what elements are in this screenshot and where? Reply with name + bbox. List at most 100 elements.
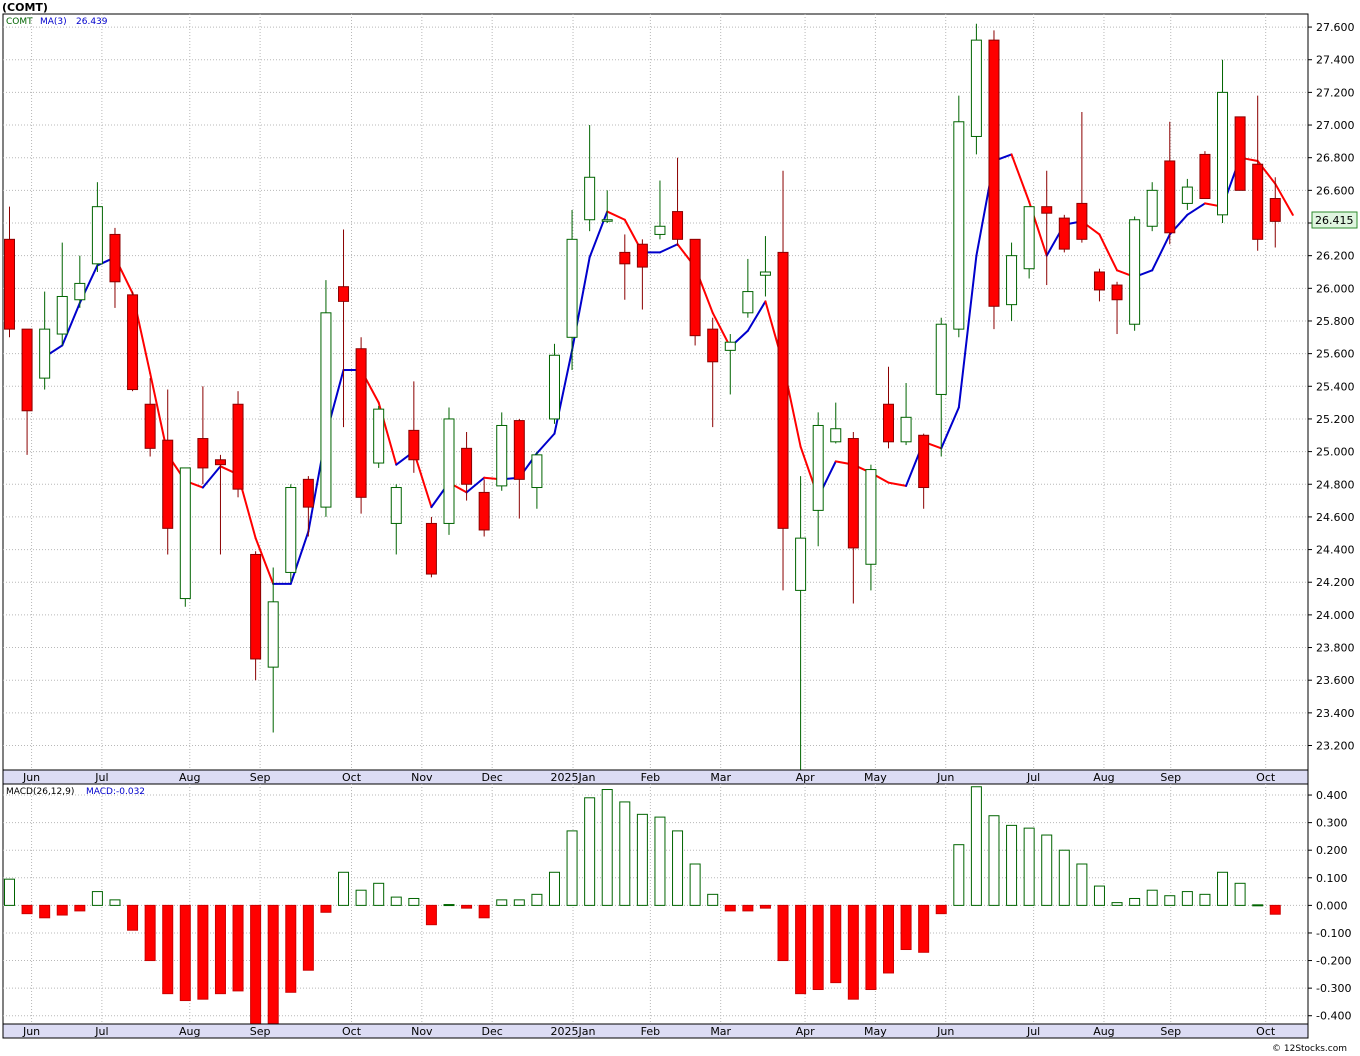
macd-bar [759, 904, 771, 909]
candle [443, 407, 455, 535]
macd-bar [91, 891, 103, 906]
candle [1146, 182, 1158, 232]
candle [232, 391, 244, 498]
candle [1164, 121, 1176, 245]
candle-body [566, 238, 578, 338]
candle-body [900, 416, 912, 443]
macd-bar [1164, 895, 1176, 906]
ma-segment [254, 537, 275, 585]
price-tick-label: 27.200 [1316, 86, 1355, 99]
candle [250, 551, 262, 681]
macd-bar [214, 904, 226, 995]
month-label: Oct [1256, 771, 1276, 784]
candle-body [812, 424, 824, 511]
macd-bar [162, 904, 174, 995]
macd-y-axis: 0.400 0.300 0.200 0.100 0.000 -0.100 -0.200 -0.… [1308, 789, 1351, 1023]
candle-body [478, 491, 490, 531]
ma-segment [1274, 182, 1294, 216]
candle [1199, 151, 1211, 200]
macd-bar [267, 904, 279, 1025]
month-label: Feb [641, 771, 660, 784]
candle [1006, 242, 1018, 321]
candle [689, 238, 701, 346]
candle [162, 389, 174, 555]
price-tick-label: 24.400 [1316, 544, 1355, 557]
month-label: Mar [710, 771, 731, 784]
candles [4, 23, 1281, 770]
candle-body [302, 478, 314, 508]
macd-bar [548, 871, 560, 906]
candle [496, 412, 508, 491]
candle-body [513, 420, 525, 480]
candle-body [865, 469, 877, 565]
candle-body [1041, 206, 1053, 214]
candle-body [548, 354, 560, 420]
candle-body [1023, 206, 1035, 270]
candle [127, 291, 139, 392]
legend-macd-label: MACD(26,12,9) [6, 787, 74, 797]
candle-body [1146, 189, 1158, 227]
candle-body [250, 553, 262, 660]
price-tick-label: 27.000 [1316, 119, 1355, 132]
candle-body [1181, 186, 1193, 204]
candle [461, 432, 473, 501]
candle [1181, 178, 1193, 210]
candle-body [39, 328, 51, 379]
candle-body [1234, 116, 1246, 191]
month-label: Apr [796, 771, 816, 784]
candle [601, 190, 613, 224]
macd-bar [478, 904, 490, 919]
candle-body [953, 121, 965, 330]
symbol-title: (COMT) [2, 1, 48, 14]
month-label: Aug [179, 771, 200, 784]
candle-body [320, 312, 332, 508]
month-label: 2025Jan [551, 1025, 596, 1038]
candle [179, 467, 191, 607]
candle [953, 95, 965, 338]
macd-bar [1111, 902, 1123, 906]
legend-ma-value: 26.439 [76, 17, 108, 27]
macd-bars [4, 786, 1281, 1025]
month-label: Mar [710, 1025, 731, 1038]
ma-segment [465, 476, 486, 494]
candle [619, 234, 631, 300]
candle-body [988, 39, 1000, 307]
macd-bar [1041, 834, 1053, 906]
candle-body [830, 428, 842, 443]
candle [918, 433, 930, 509]
month-label: Jun [22, 1025, 40, 1038]
candle [74, 255, 86, 308]
candle [1076, 111, 1088, 243]
macd-tick-label: 0.200 [1316, 844, 1348, 857]
month-label: May [864, 1025, 887, 1038]
candle-body [461, 447, 473, 485]
candle [338, 229, 350, 428]
macd-bar [1269, 904, 1281, 915]
candle-body [179, 467, 191, 600]
candle-body [1164, 160, 1176, 234]
month-label: Sep [250, 771, 271, 784]
macd-bar [689, 863, 701, 906]
macd-bar [285, 904, 297, 993]
macd-bar [1234, 882, 1246, 906]
candle-body [144, 403, 156, 449]
ma-segment [535, 432, 556, 455]
candle [1041, 170, 1053, 286]
candle-body [847, 438, 859, 549]
ma-segment [746, 300, 767, 332]
candle [865, 464, 877, 591]
candle [636, 239, 648, 310]
candle-body [707, 328, 719, 363]
candle [267, 567, 279, 733]
price-y-axis: 23.200 23.400 23.600 23.800 24.000 24.200 24.4… [1308, 21, 1355, 753]
candle [373, 405, 385, 468]
candle [566, 209, 578, 370]
price-tick-label: 23.200 [1316, 740, 1355, 753]
macd-bar [109, 899, 121, 906]
macd-tick-label: 0.400 [1316, 789, 1348, 802]
legend-symbol: COMT [6, 17, 33, 27]
month-label: Nov [411, 771, 433, 784]
price-tick-label: 25.600 [1316, 348, 1355, 361]
candle-body [425, 522, 437, 575]
